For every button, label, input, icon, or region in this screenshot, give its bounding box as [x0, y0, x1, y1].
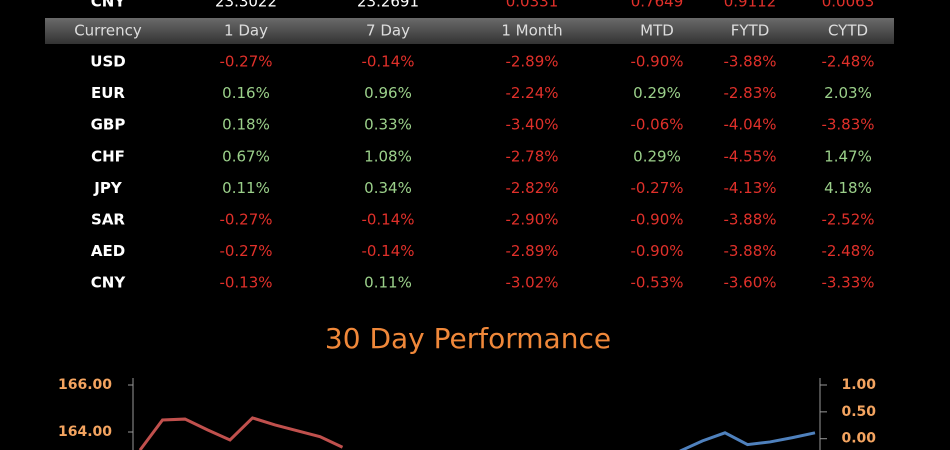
table-cell: 0.67%	[222, 147, 270, 165]
table-cell: -2.89%	[505, 53, 558, 71]
table-header-cell: MTD	[640, 22, 674, 40]
table-cell: -0.90%	[630, 211, 683, 229]
table-cell: 0.16%	[222, 84, 270, 102]
table-header-cell: Currency	[74, 22, 142, 40]
table-cell: 2.03%	[824, 84, 872, 102]
table-cell: -2.52%	[821, 211, 874, 229]
table-header-bg	[45, 18, 894, 44]
table-cell: -4.04%	[723, 116, 776, 134]
table-header-cell: 7 Day	[366, 22, 410, 40]
table-cell: -3.88%	[723, 242, 776, 260]
table-cell: -2.82%	[505, 179, 558, 197]
table-cell: -2.90%	[505, 211, 558, 229]
table-cell: -4.55%	[723, 147, 776, 165]
table-cell: -3.02%	[505, 274, 558, 292]
y2-tick-label: 1.00	[841, 377, 876, 393]
table-cell: -0.90%	[630, 242, 683, 260]
table-header-cell: FYTD	[731, 22, 770, 40]
top-row-cell: CNY	[91, 0, 127, 11]
table-cell: -3.60%	[723, 274, 776, 292]
table-cell: -2.48%	[821, 242, 874, 260]
plot-area	[138, 416, 816, 450]
table-cell: -0.27%	[219, 211, 272, 229]
table-header-cell: 1 Month	[501, 22, 562, 40]
top-row-cell: 0.0063	[822, 0, 875, 11]
currency-label: GBP	[91, 116, 126, 134]
table-cell: -2.24%	[505, 84, 558, 102]
series-line	[679, 431, 816, 450]
series-line	[138, 416, 344, 450]
top-row-cell: 0.0331	[506, 0, 559, 11]
table-cell: -3.88%	[723, 211, 776, 229]
top-row-cell: 0.9112	[724, 0, 777, 11]
table-header-cell: 1 Day	[224, 22, 268, 40]
table-cell: -3.83%	[821, 116, 874, 134]
table-cell: 0.34%	[364, 179, 412, 197]
table-cell: -2.83%	[723, 84, 776, 102]
table-header-cell: CYTD	[828, 22, 868, 40]
table-cell: -3.88%	[723, 53, 776, 71]
table-cell: -2.48%	[821, 53, 874, 71]
currency-label: USD	[90, 53, 125, 71]
table-cell: -0.27%	[630, 179, 683, 197]
table-cell: -3.40%	[505, 116, 558, 134]
currency-label: CNY	[91, 274, 127, 292]
y-tick-label: 164.00	[58, 424, 112, 440]
table-cell: -2.78%	[505, 147, 558, 165]
currency-label: JPY	[93, 179, 123, 197]
top-row-cell: 23.3022	[215, 0, 277, 11]
table-cell: -0.14%	[361, 242, 414, 260]
table-cell: 0.11%	[222, 179, 270, 197]
y2-tick-label: 0.50	[841, 404, 876, 420]
table-cell: -0.13%	[219, 274, 272, 292]
table-cell: -0.90%	[630, 53, 683, 71]
y2-tick-label: 0.00	[841, 431, 876, 447]
table-cell: -0.14%	[361, 53, 414, 71]
currency-label: AED	[91, 242, 125, 260]
currency-label: EUR	[91, 84, 125, 102]
top-row-cell: 23.2691	[357, 0, 419, 11]
table-cell: 0.29%	[633, 84, 681, 102]
table-cell: 0.96%	[364, 84, 412, 102]
top-row-cell: 0.7649	[631, 0, 684, 11]
currency-label: SAR	[91, 211, 125, 229]
table-cell: 0.18%	[222, 116, 270, 134]
y-tick-label: 166.00	[58, 377, 112, 393]
currency-label: CHF	[91, 147, 125, 165]
table-cell: 4.18%	[824, 179, 872, 197]
table-cell: -0.14%	[361, 211, 414, 229]
table-cell: -0.27%	[219, 53, 272, 71]
table-cell: 0.33%	[364, 116, 412, 134]
table-cell: -4.13%	[723, 179, 776, 197]
table-cell: 0.11%	[364, 274, 412, 292]
table-cell: 0.29%	[633, 147, 681, 165]
table-cell: 1.08%	[364, 147, 412, 165]
table-cell: -0.27%	[219, 242, 272, 260]
table-cell: -0.06%	[630, 116, 683, 134]
table-cell: 1.47%	[824, 147, 872, 165]
table-cell: -3.33%	[821, 274, 874, 292]
chart-title: 30 Day Performance	[325, 322, 611, 355]
table-cell: -2.89%	[505, 242, 558, 260]
table-cell: -0.53%	[630, 274, 683, 292]
